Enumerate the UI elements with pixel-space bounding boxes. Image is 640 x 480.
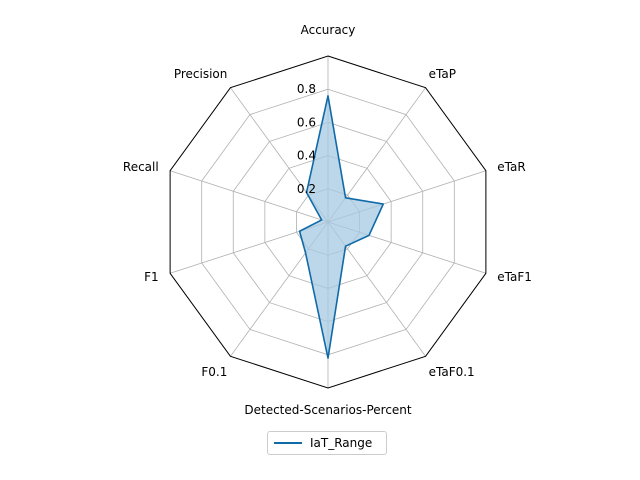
- series-fill-1: [299, 95, 384, 359]
- category-label-accuracy: Accuracy: [301, 23, 356, 37]
- legend-label: IaT_Range: [310, 436, 373, 450]
- category-label-etap: eTaP: [429, 67, 456, 81]
- category-label-detected-scenarios-percent: Detected-Scenarios-Percent: [244, 403, 412, 417]
- spoke-9: [169, 170, 329, 223]
- legend-swatch: [274, 442, 302, 444]
- legend: IaT_Range: [267, 431, 387, 455]
- radial-tick-label: 0.6: [297, 115, 316, 129]
- outer-frame: [169, 55, 487, 389]
- category-label-etar: eTaR: [497, 160, 525, 174]
- category-label-recall: Recall: [123, 160, 159, 174]
- category-label-etaf0-1: eTaF0.1: [429, 365, 475, 379]
- category-label-etaf1: eTaF1: [497, 270, 532, 284]
- radial-tick-label: 0.8: [297, 82, 316, 96]
- category-label-precision: Precision: [174, 67, 228, 81]
- category-label-f1: F1: [144, 270, 159, 284]
- radial-tick-label: 0.2: [297, 182, 316, 196]
- radial-tick-label: 0.4: [297, 149, 316, 163]
- category-label-f0-1: F0.1: [201, 365, 227, 379]
- series-line-1: [298, 95, 385, 359]
